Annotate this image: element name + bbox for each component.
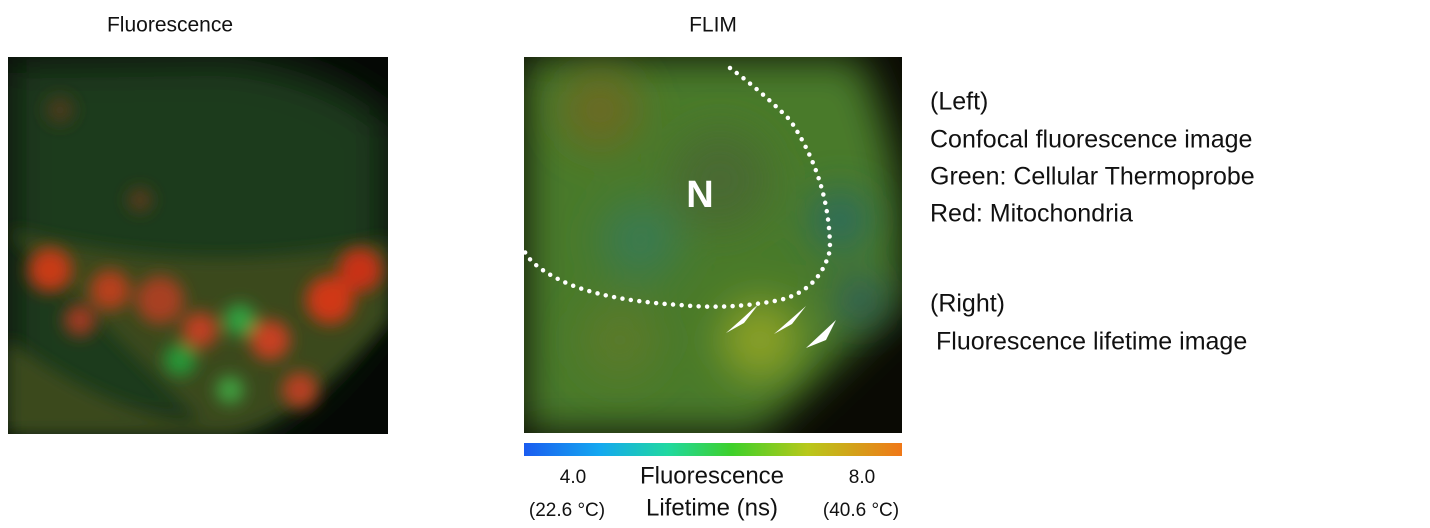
caption-line: Fluorescence lifetime image [936, 328, 1247, 356]
fluorescence-image [8, 57, 388, 434]
colorbar-label: Lifetime (ns) [646, 494, 778, 521]
colorbar-max-temp: (40.6 °C) [823, 500, 899, 521]
caption-line: Red: Mitochondria [930, 200, 1133, 228]
caption-line: Green: Cellular Thermoprobe [930, 163, 1255, 191]
page: Fluorescence FLIM N 4 [0, 0, 1430, 528]
caption: (Left) (Right) Confocal fluorescence ima… [930, 88, 1255, 356]
colorbar-min: 4.0 [560, 467, 586, 488]
caption-heading: (Left) [930, 88, 988, 116]
figure: Fluorescence FLIM N 4 [0, 0, 1430, 528]
colorbar-min-temp: (22.6 °C) [529, 500, 605, 521]
panel-title: FLIM [689, 14, 737, 37]
colorbar-label: Fluorescence [640, 462, 784, 489]
caption-heading: (Right) [930, 290, 1005, 318]
flim-image: N [524, 57, 902, 433]
caption-line: Confocal fluorescence image [930, 126, 1252, 154]
nucleus-label: N [686, 174, 713, 216]
colorbar [524, 443, 902, 456]
colorbar-max: 8.0 [849, 467, 875, 488]
panel-title: Fluorescence [107, 14, 233, 37]
